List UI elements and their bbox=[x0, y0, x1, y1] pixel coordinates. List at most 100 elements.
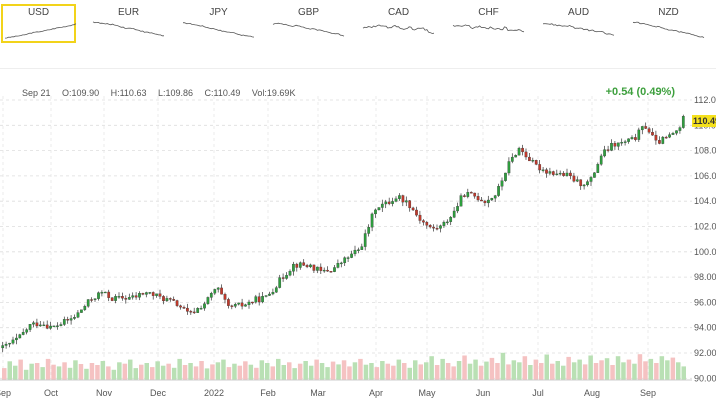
sparkline-path bbox=[632, 21, 705, 38]
volume-bar bbox=[287, 362, 292, 380]
candle-body bbox=[288, 271, 292, 276]
candle-body bbox=[49, 325, 52, 329]
candle-body bbox=[456, 206, 459, 212]
volume-bar bbox=[424, 362, 429, 380]
candle-body bbox=[182, 307, 186, 309]
candle-body bbox=[367, 227, 371, 234]
tab-aud[interactable]: AUD bbox=[541, 4, 616, 43]
volume-bar bbox=[434, 365, 440, 380]
candle-body bbox=[675, 130, 678, 134]
candle-body bbox=[42, 324, 46, 327]
volume-bar bbox=[374, 367, 380, 380]
candle-body bbox=[384, 201, 388, 205]
volume-bar bbox=[210, 364, 215, 380]
volume-bar bbox=[582, 364, 588, 380]
tab-usd[interactable]: USD bbox=[1, 4, 77, 43]
candle-body bbox=[319, 266, 323, 271]
candle-body bbox=[32, 322, 35, 325]
candle-body bbox=[333, 267, 336, 272]
volume-bar bbox=[610, 365, 615, 380]
volume-bar bbox=[34, 363, 40, 380]
candle-body bbox=[439, 225, 442, 229]
tab-jpy[interactable]: JPY bbox=[181, 4, 256, 43]
volume-bar bbox=[451, 366, 456, 380]
volume-bar bbox=[297, 363, 303, 380]
volume-bar bbox=[473, 359, 478, 380]
volume-bar bbox=[117, 362, 122, 380]
candle-body bbox=[640, 126, 644, 131]
tab-sparkline bbox=[182, 22, 255, 38]
price-chart[interactable]: 112.00110.00108.00106.00104.00102.00100.… bbox=[0, 96, 716, 407]
volume-bar bbox=[308, 365, 314, 380]
candle-body bbox=[599, 155, 603, 165]
tab-eur[interactable]: EUR bbox=[91, 4, 166, 43]
tab-gbp[interactable]: GBP bbox=[271, 4, 346, 43]
volume-bar bbox=[232, 363, 237, 380]
tab-label: USD bbox=[27, 7, 50, 18]
candle-body bbox=[452, 210, 456, 218]
candle-body bbox=[168, 298, 172, 300]
candle-body bbox=[86, 299, 90, 307]
candle-body bbox=[404, 200, 408, 203]
candle-body bbox=[504, 172, 507, 181]
volume-bar bbox=[73, 360, 78, 380]
candle-body bbox=[145, 292, 148, 295]
tab-cad[interactable]: CAD bbox=[361, 4, 436, 43]
volume-bar bbox=[637, 354, 643, 380]
volume-bar bbox=[314, 359, 319, 380]
ohlc-close: C:110.49 bbox=[204, 88, 241, 98]
candle-body bbox=[391, 201, 394, 204]
ohlc-low: L:109.86 bbox=[157, 88, 194, 98]
candle-body bbox=[606, 149, 610, 151]
volume-bar bbox=[544, 354, 549, 380]
volume-bar bbox=[78, 364, 84, 380]
candle-body bbox=[476, 196, 480, 201]
candle-body bbox=[59, 324, 63, 326]
volume-bar bbox=[29, 363, 34, 380]
tab-nzd[interactable]: NZD bbox=[631, 4, 706, 43]
volume-bar bbox=[533, 359, 539, 380]
volume-bar bbox=[467, 363, 473, 380]
candle-body bbox=[610, 143, 613, 151]
candle-body bbox=[292, 263, 295, 272]
candle-body bbox=[377, 207, 381, 211]
candle-body bbox=[534, 160, 538, 165]
tab-label: NZD bbox=[658, 7, 679, 18]
volume-bar bbox=[166, 363, 171, 380]
candle-body bbox=[339, 262, 343, 265]
volume-bar bbox=[221, 359, 226, 380]
sparkline-path bbox=[452, 24, 525, 33]
candle-body bbox=[186, 307, 189, 312]
candle-body bbox=[644, 126, 648, 129]
volume-bar bbox=[95, 365, 100, 380]
candle-body bbox=[158, 293, 162, 297]
sparkline-path bbox=[272, 22, 345, 37]
volume-bar bbox=[67, 367, 73, 380]
candle-body bbox=[18, 334, 22, 339]
candle-body bbox=[545, 169, 548, 174]
tab-sparkline bbox=[452, 24, 525, 33]
candle-body bbox=[562, 172, 565, 176]
volume-bar bbox=[462, 355, 467, 380]
candle-body bbox=[374, 209, 377, 215]
candle-body bbox=[623, 141, 627, 143]
candle-body bbox=[620, 142, 624, 144]
candle-body bbox=[114, 296, 117, 301]
volume-bar bbox=[330, 361, 336, 380]
candle-body bbox=[510, 156, 514, 162]
candle-body bbox=[62, 319, 66, 325]
volume-bar bbox=[248, 364, 254, 380]
ohlc-open: O:109.90 bbox=[62, 88, 100, 98]
candle-body bbox=[309, 264, 312, 268]
candle-body bbox=[254, 296, 258, 303]
candle-body bbox=[237, 302, 241, 305]
tab-sparkline bbox=[542, 23, 615, 36]
candle-body bbox=[257, 296, 261, 303]
tab-chf[interactable]: CHF bbox=[451, 4, 526, 43]
candle-body bbox=[487, 199, 490, 204]
candle-body bbox=[223, 294, 227, 300]
candle-body bbox=[647, 128, 651, 133]
candle-body bbox=[445, 221, 449, 224]
sparkline-path bbox=[362, 24, 435, 34]
volume-bar bbox=[385, 363, 391, 380]
